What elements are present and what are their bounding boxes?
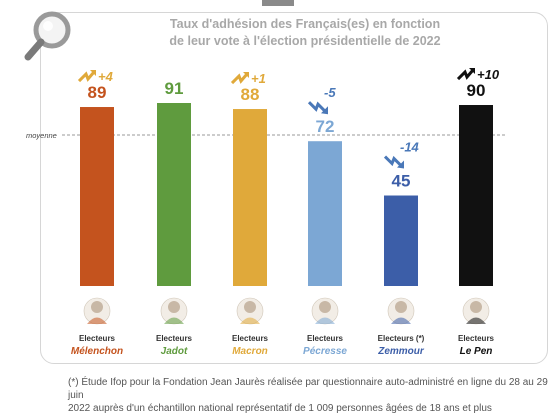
- portrait-head-icon: [470, 301, 482, 313]
- arrow-head-icon: [469, 68, 475, 75]
- chart-title-line-2: de leur vote à l'élection présidentielle…: [169, 34, 441, 48]
- change-label: +10: [477, 67, 500, 82]
- value-label: 88: [241, 85, 260, 104]
- arrow-head-icon: [397, 160, 404, 169]
- value-label: 72: [316, 117, 335, 136]
- footnote: (*) Étude Ifop pour la Fondation Jean Ja…: [68, 376, 548, 415]
- candidate-name: Pécresse: [303, 346, 347, 357]
- candidate-name: Le Pen: [460, 346, 493, 357]
- portrait-body-icon: [391, 317, 411, 324]
- arrow-head-icon: [90, 70, 96, 77]
- portrait-head-icon: [168, 301, 180, 313]
- change-label: -5: [324, 85, 336, 100]
- chart-title-line-1: Taux d'adhésion des Français(es) en fonc…: [169, 17, 441, 31]
- value-label: 89: [88, 83, 107, 102]
- candidate-name: Macron: [232, 346, 268, 357]
- bar-jadot: [157, 103, 191, 286]
- voter-label: Electeurs: [232, 334, 269, 343]
- portrait-head-icon: [319, 301, 331, 313]
- change-label: +1: [251, 71, 266, 86]
- zigzag-up-arrow-icon: [77, 71, 96, 83]
- voter-label: Electeurs (*): [378, 334, 425, 343]
- zigzag-down-arrow-icon: [383, 155, 403, 167]
- candidate-name: Jadot: [161, 346, 188, 357]
- value-label: 45: [392, 172, 411, 191]
- portrait-body-icon: [164, 317, 184, 324]
- magnifier-icon: [24, 11, 71, 61]
- change-label: +4: [98, 69, 114, 84]
- footnote-line-1: (*) Étude Ifop pour la Fondation Jean Ja…: [68, 377, 548, 401]
- bar-melenchon: [80, 107, 114, 287]
- bar-macron: [233, 109, 267, 287]
- bar-lepen: [459, 105, 493, 286]
- zigzag-up-arrow-icon: [456, 69, 475, 81]
- arrow-head-icon: [243, 72, 249, 79]
- portrait-head-icon: [244, 301, 256, 313]
- portrait-body-icon: [87, 317, 107, 324]
- portrait-head-icon: [91, 301, 103, 313]
- portrait-body-icon: [240, 317, 260, 324]
- voter-label: Electeurs: [458, 334, 495, 343]
- voter-label: Electeurs: [307, 334, 344, 343]
- voter-label: Electeurs: [79, 334, 116, 343]
- portrait-body-icon: [466, 317, 486, 324]
- change-label: -14: [400, 140, 420, 155]
- candidate-name: Zemmour: [377, 346, 425, 357]
- voter-label: Electeurs: [156, 334, 193, 343]
- value-label: 90: [467, 81, 486, 100]
- portrait-body-icon: [315, 317, 335, 324]
- zigzag-down-arrow-icon: [307, 101, 327, 113]
- value-label: 91: [165, 79, 184, 98]
- zigzag-up-arrow-icon: [230, 73, 249, 85]
- arrow-head-icon: [321, 106, 328, 115]
- bar-chart: moyenne 89+4 Electeurs Mélenchon 91 Electeurs…: [26, 67, 505, 357]
- average-label: moyenne: [26, 131, 57, 140]
- portrait-head-icon: [395, 301, 407, 313]
- chart-title: Taux d'adhésion des Français(es) en fonc…: [150, 16, 460, 50]
- panel-tab-marker: [262, 0, 294, 6]
- bar-pecresse: [308, 141, 342, 286]
- candidate-name: Mélenchon: [71, 346, 123, 357]
- bar-zemmour: [384, 195, 418, 286]
